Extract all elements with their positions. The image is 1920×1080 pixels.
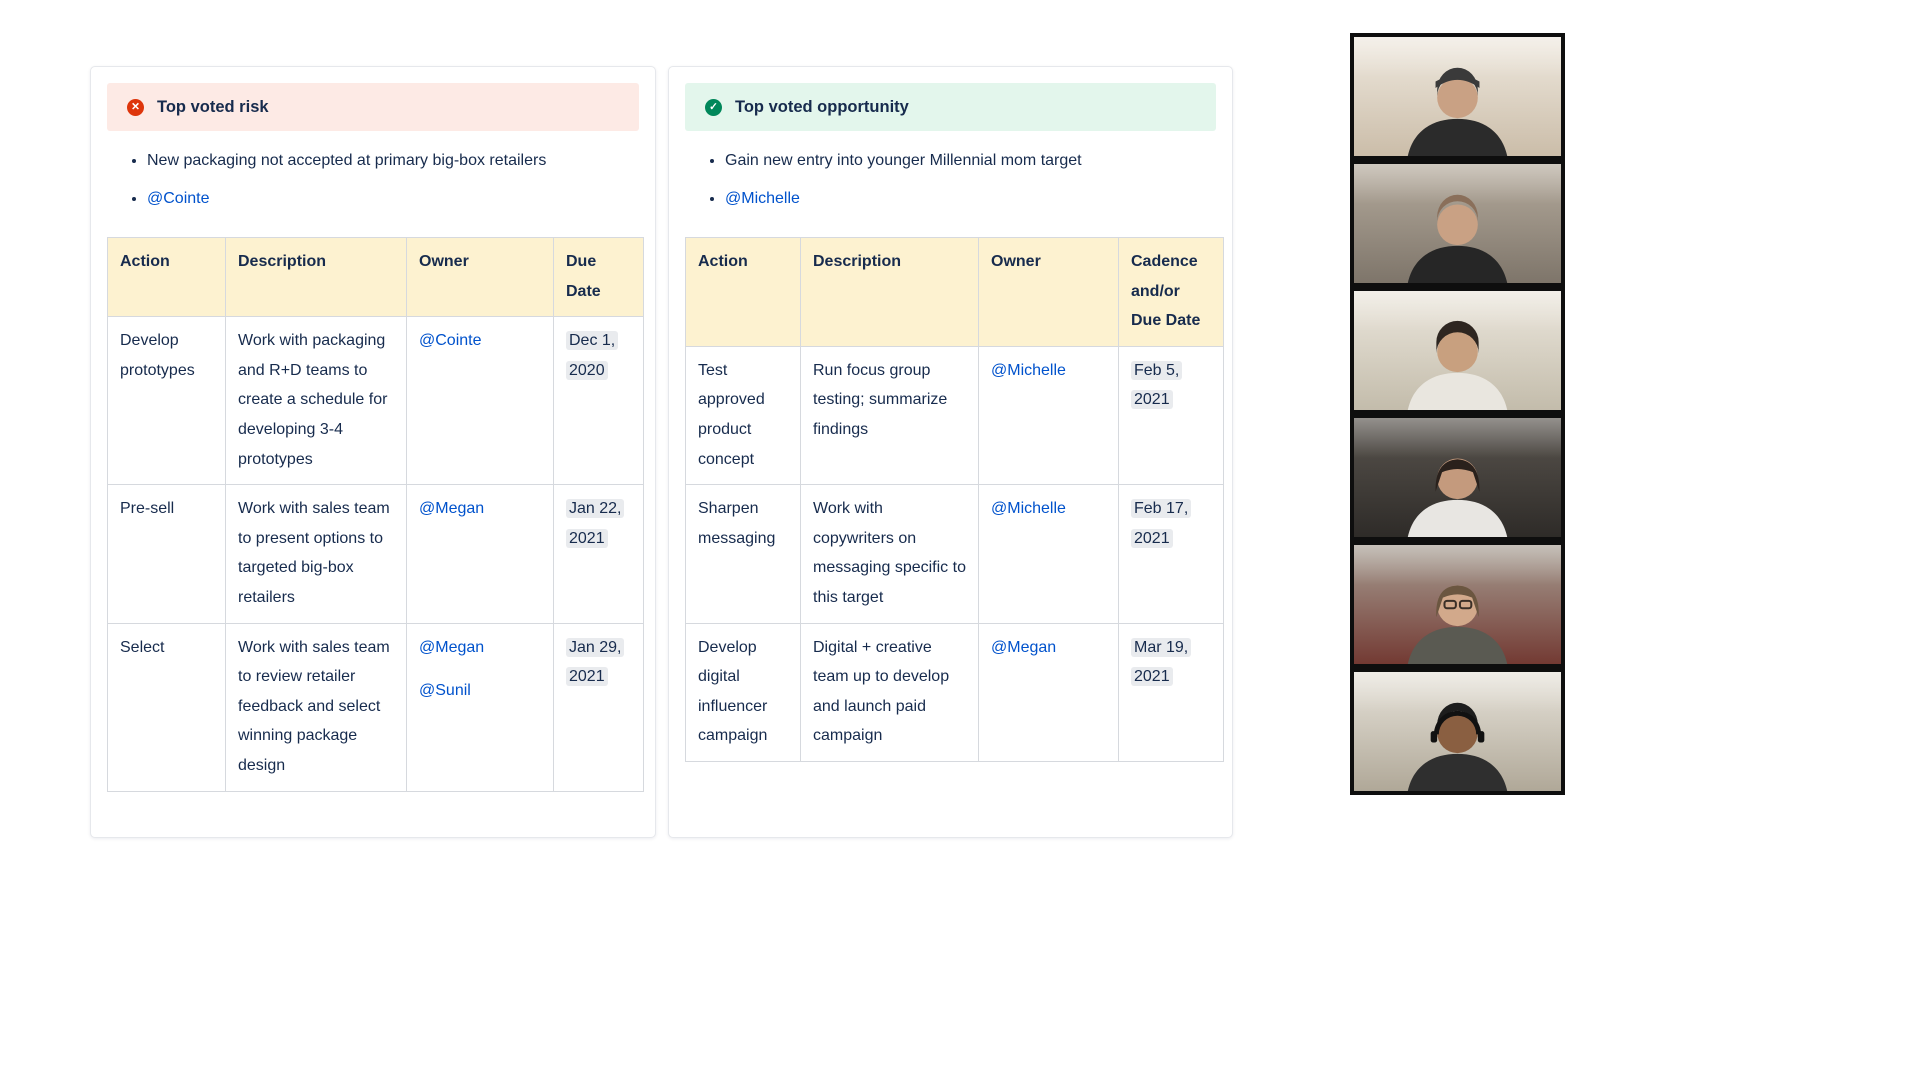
- column-header-owner: Owner: [406, 236, 554, 318]
- owner-cell: @Michelle: [978, 345, 1119, 486]
- column-header-action: Action: [685, 237, 801, 347]
- owner-mention-link[interactable]: @Megan: [419, 500, 485, 518]
- due-date-cell: Feb 5, 2021: [1118, 345, 1224, 486]
- person-silhouette: [1408, 321, 1507, 410]
- owner-cell: @Michelle: [978, 484, 1119, 624]
- due-date-cell: Mar 19, 2021: [1118, 622, 1224, 762]
- mention-link[interactable]: @Michelle: [725, 190, 800, 207]
- video-call-strip: [1350, 33, 1565, 795]
- description-cell: Work with sales team to present options …: [225, 484, 407, 624]
- column-header-owner: Owner: [978, 237, 1119, 347]
- owner-mention-link[interactable]: @Michelle: [991, 500, 1066, 518]
- owner-cell: @Megan: [406, 484, 554, 624]
- owner-mention-link[interactable]: @Megan: [991, 638, 1057, 656]
- column-header-description: Description: [800, 237, 979, 347]
- date-chip: Jan 29, 2021: [566, 637, 625, 687]
- mention-link[interactable]: @Cointe: [147, 190, 210, 207]
- owner-mention-link[interactable]: @Sunil: [419, 682, 471, 700]
- due-date-cell: Dec 1, 2020: [553, 316, 644, 486]
- column-header-due-date: Due Date: [553, 236, 644, 318]
- person-silhouette: [1408, 68, 1507, 156]
- table-row: Pre-sell Work with sales team to present…: [107, 484, 644, 624]
- description-cell: Work with packaging and R+D teams to cre…: [225, 316, 407, 486]
- action-cell: Pre-sell: [107, 484, 226, 624]
- person-silhouette: [1408, 458, 1507, 537]
- owner-mention-link[interactable]: @Cointe: [419, 332, 482, 350]
- owner-cell: @Cointe: [406, 316, 554, 486]
- description-cell: Work with copywriters on messaging speci…: [800, 484, 979, 624]
- date-chip: Dec 1, 2020: [566, 331, 619, 380]
- table-row: Select Work with sales team to review re…: [107, 622, 644, 792]
- action-cell: Sharpen messaging: [685, 484, 801, 624]
- risk-actions-table: Action Description Owner Due Date Develo…: [107, 236, 644, 792]
- risk-banner-title: Top voted risk: [157, 97, 269, 116]
- action-cell: Select: [107, 622, 226, 792]
- window-light: [1354, 418, 1561, 459]
- owner-mention-link[interactable]: @Megan: [419, 638, 485, 656]
- opportunity-bullet-item: Gain new entry into younger Millennial m…: [725, 149, 1216, 173]
- participant-video[interactable]: [1350, 160, 1565, 287]
- description-cell: Work with sales team to review retailer …: [225, 622, 407, 792]
- action-cell: Develop digital influencer campaign: [685, 622, 801, 762]
- table-row: Sharpen messaging Work with copywriters …: [685, 484, 1224, 624]
- column-header-cadence: Cadence and/or Due Date: [1118, 237, 1224, 347]
- opportunity-mention-item: @Michelle: [725, 187, 1216, 211]
- risk-card: ✕ Top voted risk New packaging not accep…: [90, 66, 656, 838]
- opportunity-actions-table: Action Description Owner Cadence and/or …: [685, 237, 1224, 762]
- risk-bullet-list: New packaging not accepted at primary bi…: [147, 149, 639, 211]
- action-cell: Develop prototypes: [107, 316, 226, 486]
- person-silhouette: [1408, 703, 1507, 791]
- risk-mention-item: @Cointe: [147, 187, 639, 211]
- opportunity-banner-title: Top voted opportunity: [735, 97, 909, 116]
- owner-cell: @Megan @Sunil: [406, 622, 554, 792]
- date-chip: Jan 22, 2021: [566, 499, 625, 548]
- due-date-cell: Feb 17, 2021: [1118, 484, 1224, 624]
- column-header-action: Action: [107, 236, 226, 318]
- opportunity-bullet-list: Gain new entry into younger Millennial m…: [725, 149, 1216, 211]
- due-date-cell: Jan 22, 2021: [553, 484, 644, 624]
- participant-video[interactable]: [1350, 668, 1565, 795]
- window-light: [1354, 545, 1561, 586]
- action-cell: Test approved product concept: [685, 345, 801, 486]
- due-date-cell: Jan 29, 2021: [553, 622, 644, 792]
- owner-mention-link[interactable]: @Michelle: [991, 361, 1066, 379]
- participant-video[interactable]: [1350, 414, 1565, 541]
- column-header-description: Description: [225, 236, 407, 318]
- success-check-icon: ✓: [705, 98, 722, 116]
- owner-cell: @Megan: [978, 622, 1119, 762]
- table-row: Test approved product concept Run focus …: [685, 345, 1224, 486]
- table-row: Develop digital influencer campaign Digi…: [685, 622, 1224, 762]
- participant-video[interactable]: [1350, 541, 1565, 668]
- date-chip: Feb 5, 2021: [1131, 360, 1183, 410]
- description-cell: Digital + creative team up to develop an…: [800, 622, 979, 762]
- table-row: Develop prototypes Work with packaging a…: [107, 316, 644, 486]
- description-cell: Run focus group testing; summarize findi…: [800, 345, 979, 486]
- opportunity-card: ✓ Top voted opportunity Gain new entry i…: [668, 66, 1233, 838]
- participant-video[interactable]: [1350, 287, 1565, 414]
- error-x-icon: ✕: [127, 98, 144, 116]
- person-silhouette: [1408, 585, 1507, 664]
- date-chip: Mar 19, 2021: [1131, 637, 1192, 687]
- person-silhouette: [1408, 195, 1507, 283]
- participant-video[interactable]: [1350, 33, 1565, 160]
- date-chip: Feb 17, 2021: [1131, 499, 1192, 548]
- risk-bullet-item: New packaging not accepted at primary bi…: [147, 149, 639, 173]
- opportunity-banner: ✓ Top voted opportunity: [685, 83, 1216, 131]
- risk-banner: ✕ Top voted risk: [107, 83, 639, 131]
